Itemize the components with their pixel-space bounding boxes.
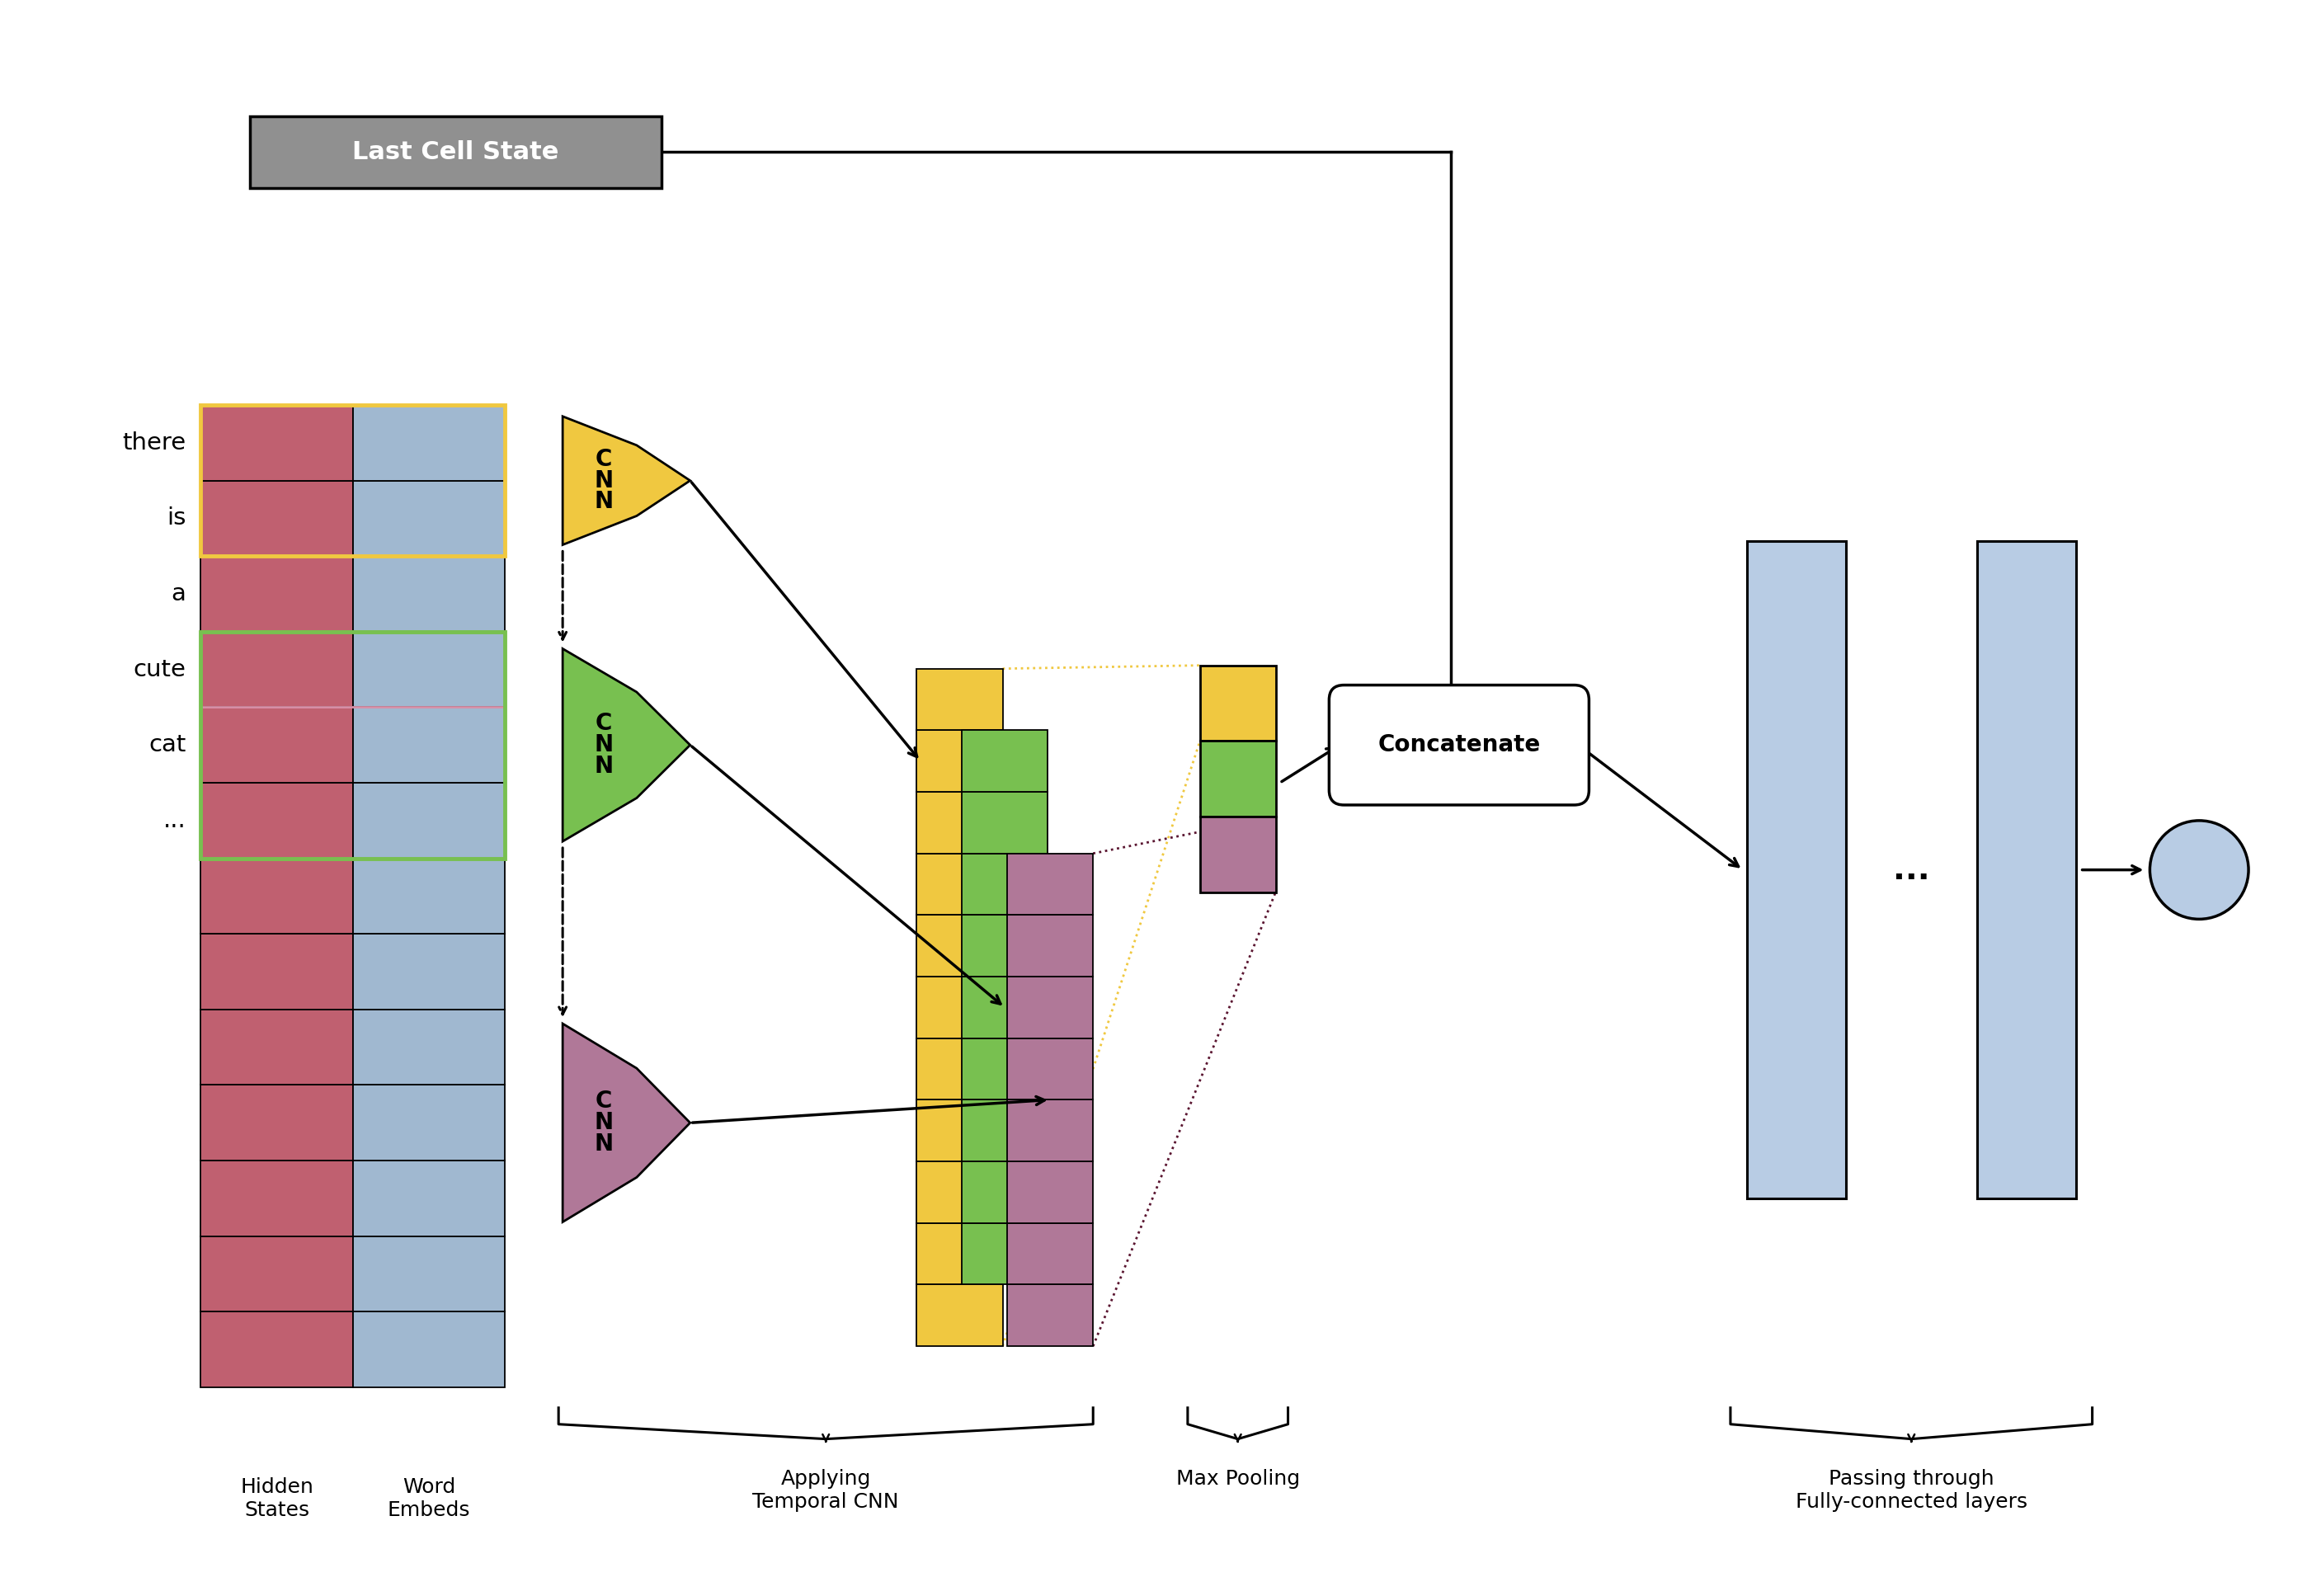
Bar	[916, 977, 1003, 1039]
Bar	[1006, 1039, 1094, 1100]
Bar	[354, 555, 504, 632]
FancyBboxPatch shape	[1329, 685, 1588, 804]
Bar	[962, 977, 1047, 1039]
Bar	[916, 792, 1003, 854]
Text: Applying
Temporal CNN: Applying Temporal CNN	[754, 1470, 899, 1511]
Bar	[916, 1039, 1003, 1100]
Text: C
N
N: C N N	[594, 448, 613, 514]
Bar	[354, 1085, 504, 1160]
Bar	[201, 1160, 354, 1237]
Bar	[962, 1039, 1047, 1100]
Text: there: there	[123, 431, 185, 455]
Text: ...: ...	[164, 809, 185, 832]
Text: Last Cell State: Last Cell State	[351, 140, 560, 164]
Text: Word
Embeds: Word Embeds	[388, 1478, 469, 1521]
Bar	[1200, 817, 1276, 892]
Bar	[962, 915, 1047, 977]
Bar	[1006, 854, 1094, 915]
Bar	[201, 1237, 354, 1312]
Bar	[354, 480, 504, 555]
Bar	[916, 1285, 1003, 1345]
Circle shape	[2150, 820, 2250, 919]
Bar	[201, 1085, 354, 1160]
Bar	[201, 555, 354, 632]
Bar	[1006, 1100, 1094, 1162]
Bar	[201, 1010, 354, 1085]
Bar	[354, 1160, 504, 1237]
Bar	[201, 782, 354, 859]
Bar	[354, 859, 504, 934]
Bar	[354, 1010, 504, 1085]
Bar	[201, 1312, 354, 1387]
Text: Concatenate: Concatenate	[1378, 734, 1540, 757]
Bar	[354, 632, 504, 707]
Polygon shape	[562, 1023, 689, 1223]
Bar	[1006, 915, 1094, 977]
Bar	[916, 1100, 1003, 1162]
Bar	[201, 632, 504, 859]
Bar	[1200, 741, 1276, 817]
Bar	[962, 792, 1047, 854]
Bar	[354, 707, 504, 782]
Text: Passing through
Fully-connected layers: Passing through Fully-connected layers	[1796, 1470, 2028, 1511]
Bar	[250, 117, 661, 188]
Bar	[916, 1223, 1003, 1285]
Text: C
N
N: C N N	[594, 1090, 613, 1156]
Text: ...: ...	[1894, 854, 1931, 886]
Bar	[201, 859, 354, 934]
Bar	[201, 480, 354, 555]
Bar	[1748, 541, 1845, 1199]
Text: cute: cute	[134, 658, 185, 681]
Text: C
N
N: C N N	[594, 712, 613, 777]
Bar	[916, 1162, 1003, 1223]
Bar	[1006, 977, 1094, 1039]
Bar	[916, 669, 1003, 731]
Polygon shape	[562, 417, 689, 544]
Text: a: a	[171, 583, 185, 605]
Bar	[1006, 1285, 1094, 1345]
Bar	[1977, 541, 2076, 1199]
Bar	[201, 934, 354, 1010]
Bar	[1200, 666, 1276, 741]
Bar	[1006, 1162, 1094, 1223]
Bar	[354, 1312, 504, 1387]
Bar	[201, 405, 504, 555]
Bar	[916, 731, 1003, 792]
Bar	[354, 782, 504, 859]
Bar	[201, 405, 354, 480]
Bar	[962, 1100, 1047, 1162]
Bar	[354, 405, 504, 480]
Bar	[962, 1223, 1047, 1285]
Bar	[916, 854, 1003, 915]
Bar	[354, 934, 504, 1010]
Text: cat: cat	[148, 734, 185, 757]
Bar	[962, 731, 1047, 792]
Bar	[962, 854, 1047, 915]
Text: Hidden
States: Hidden States	[240, 1478, 314, 1521]
Text: Max Pooling: Max Pooling	[1177, 1470, 1299, 1489]
Bar	[201, 707, 354, 782]
Bar	[201, 632, 354, 707]
Bar	[916, 915, 1003, 977]
Text: is: is	[166, 508, 185, 530]
Bar	[962, 1162, 1047, 1223]
Bar	[1006, 1223, 1094, 1285]
Bar	[354, 1237, 504, 1312]
Polygon shape	[562, 648, 689, 841]
